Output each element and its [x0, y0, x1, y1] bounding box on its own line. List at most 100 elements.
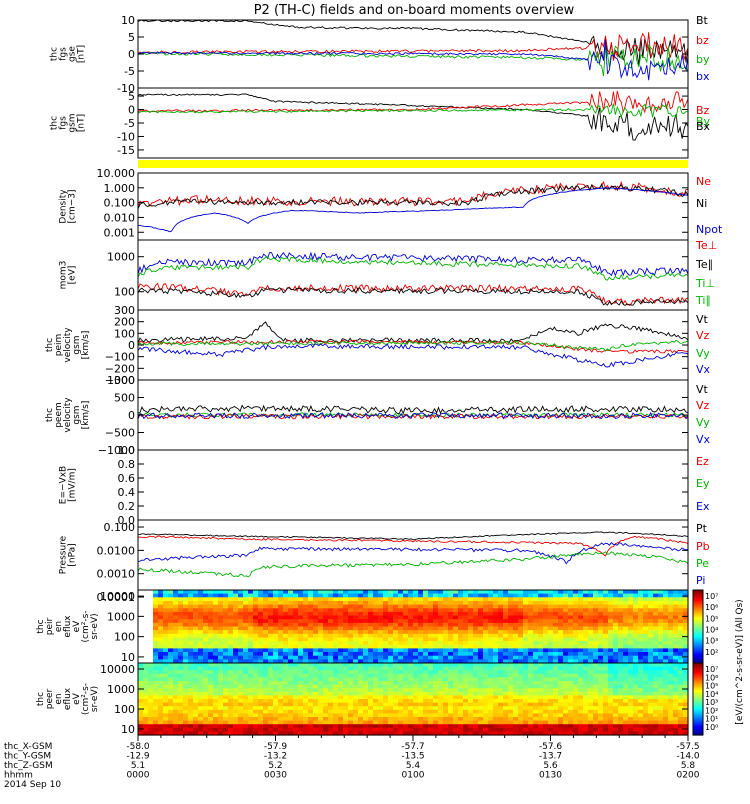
spectrogram-cell — [528, 699, 534, 704]
spectrogram-cell — [443, 720, 449, 725]
spectrogram-cell — [373, 677, 379, 682]
spectrogram-cell — [458, 706, 464, 711]
spectrogram-cell — [563, 691, 569, 696]
spectrogram-cell — [618, 663, 624, 668]
spectrogram-cell — [593, 648, 599, 653]
spectrogram-cell — [263, 699, 269, 704]
spectrogram-cell — [418, 688, 424, 693]
spectrogram-cell — [318, 601, 324, 606]
spectrogram-cell — [238, 727, 244, 732]
spectrogram-cell — [568, 611, 574, 617]
spectrogram-cell — [528, 673, 534, 678]
spectrogram-cell — [423, 699, 429, 704]
spectrogram-cell — [523, 601, 529, 606]
spectrogram-cell — [468, 713, 474, 718]
spectrogram-cell — [413, 731, 419, 736]
spectrogram-cell — [543, 611, 549, 617]
spectrogram-cell — [473, 702, 479, 707]
spectrogram-cell — [388, 706, 394, 711]
spectrogram-cell — [493, 684, 499, 689]
spectrogram-cell — [528, 666, 534, 671]
spectrogram-cell — [373, 615, 379, 620]
spectrogram-cell — [633, 673, 639, 678]
spectrogram-cell — [358, 648, 364, 653]
spectrogram-cell — [353, 699, 359, 704]
spectrogram-cell — [253, 648, 259, 653]
spectrogram-cell — [348, 622, 354, 628]
spectrogram-cell — [338, 593, 344, 598]
spectrogram-cell — [293, 626, 299, 631]
spectrogram-cell — [248, 673, 254, 678]
spectrogram-cell — [298, 695, 304, 700]
legend-entry: Ex — [696, 500, 710, 513]
series-line — [137, 551, 689, 578]
spectrogram-cell — [283, 637, 289, 642]
legend-entry: Ne — [696, 175, 711, 188]
spectrogram-cell — [618, 720, 624, 725]
spectrogram-cell — [203, 648, 209, 653]
spectrogram-cell — [373, 641, 379, 646]
spectrogram-cell — [613, 673, 619, 678]
colorbar-cell — [693, 604, 703, 607]
spectrogram-cell — [533, 637, 539, 642]
spectrogram-cell — [208, 724, 214, 729]
spectrogram-cell — [298, 619, 304, 624]
spectrogram-cell — [248, 699, 254, 704]
spectrogram-cell — [423, 637, 429, 642]
spectrogram-cell — [138, 670, 144, 675]
spectrogram-cell — [228, 720, 234, 725]
spectrogram-cell — [608, 593, 614, 598]
spectrogram-cell — [668, 663, 674, 668]
spectrogram-cell — [323, 681, 329, 686]
spectrogram-cell — [403, 691, 409, 696]
spectrogram-cell — [198, 691, 204, 696]
spectrogram-cell — [348, 597, 354, 602]
spectrogram-cell — [173, 633, 179, 639]
spectrogram-cell — [263, 652, 269, 657]
spectrogram-cell — [608, 641, 614, 646]
spectrogram-cell — [523, 619, 529, 624]
legend-entry: Vz — [696, 329, 710, 342]
spectrogram-cell — [273, 709, 279, 714]
spectrogram-cell — [583, 622, 589, 628]
spectrogram-cell — [248, 655, 254, 660]
spectrogram-cell — [303, 611, 309, 617]
spectrogram-cell — [473, 720, 479, 725]
spectrogram-cell — [533, 702, 539, 707]
spectrogram-cell — [478, 648, 484, 653]
spectrogram-cell — [148, 717, 154, 722]
spectrogram-cell — [213, 717, 219, 722]
spectrogram-cell — [223, 663, 229, 668]
spectrogram-cell — [268, 652, 274, 657]
spectrogram-cell — [163, 724, 169, 729]
spectrogram-cell — [333, 691, 339, 696]
spectrogram-cell — [143, 695, 149, 700]
spectrogram-cell — [563, 663, 569, 668]
spectrogram-cell — [403, 611, 409, 617]
spectrogram-cell — [368, 619, 374, 624]
spectrogram-cell — [513, 648, 519, 653]
spectrogram-cell — [178, 691, 184, 696]
spectrogram-cell — [518, 615, 524, 620]
spectrogram-cell — [178, 677, 184, 682]
spectrogram-cell — [598, 717, 604, 722]
spectrogram-cell — [508, 731, 514, 736]
spectrogram-cell — [323, 691, 329, 696]
spectrogram-cell — [338, 663, 344, 668]
spectrogram-cell — [393, 626, 399, 631]
spectrogram-cell — [438, 652, 444, 657]
spectrogram-cell — [368, 590, 374, 595]
spectrogram-cell — [418, 666, 424, 671]
spectrogram-cell — [288, 695, 294, 700]
spectrogram-cell — [203, 702, 209, 707]
spectrogram-cell — [228, 663, 234, 668]
spectrogram-cell — [193, 663, 199, 668]
spectrogram-cell — [258, 695, 264, 700]
spectrogram-cell — [658, 717, 664, 722]
spectrogram-cell — [683, 590, 689, 595]
spectrogram-cell — [603, 673, 609, 678]
spectrogram-cell — [623, 597, 629, 602]
spectrogram-cell — [558, 648, 564, 653]
spectrogram-cell — [193, 655, 199, 660]
spectrogram-cell — [423, 659, 429, 664]
